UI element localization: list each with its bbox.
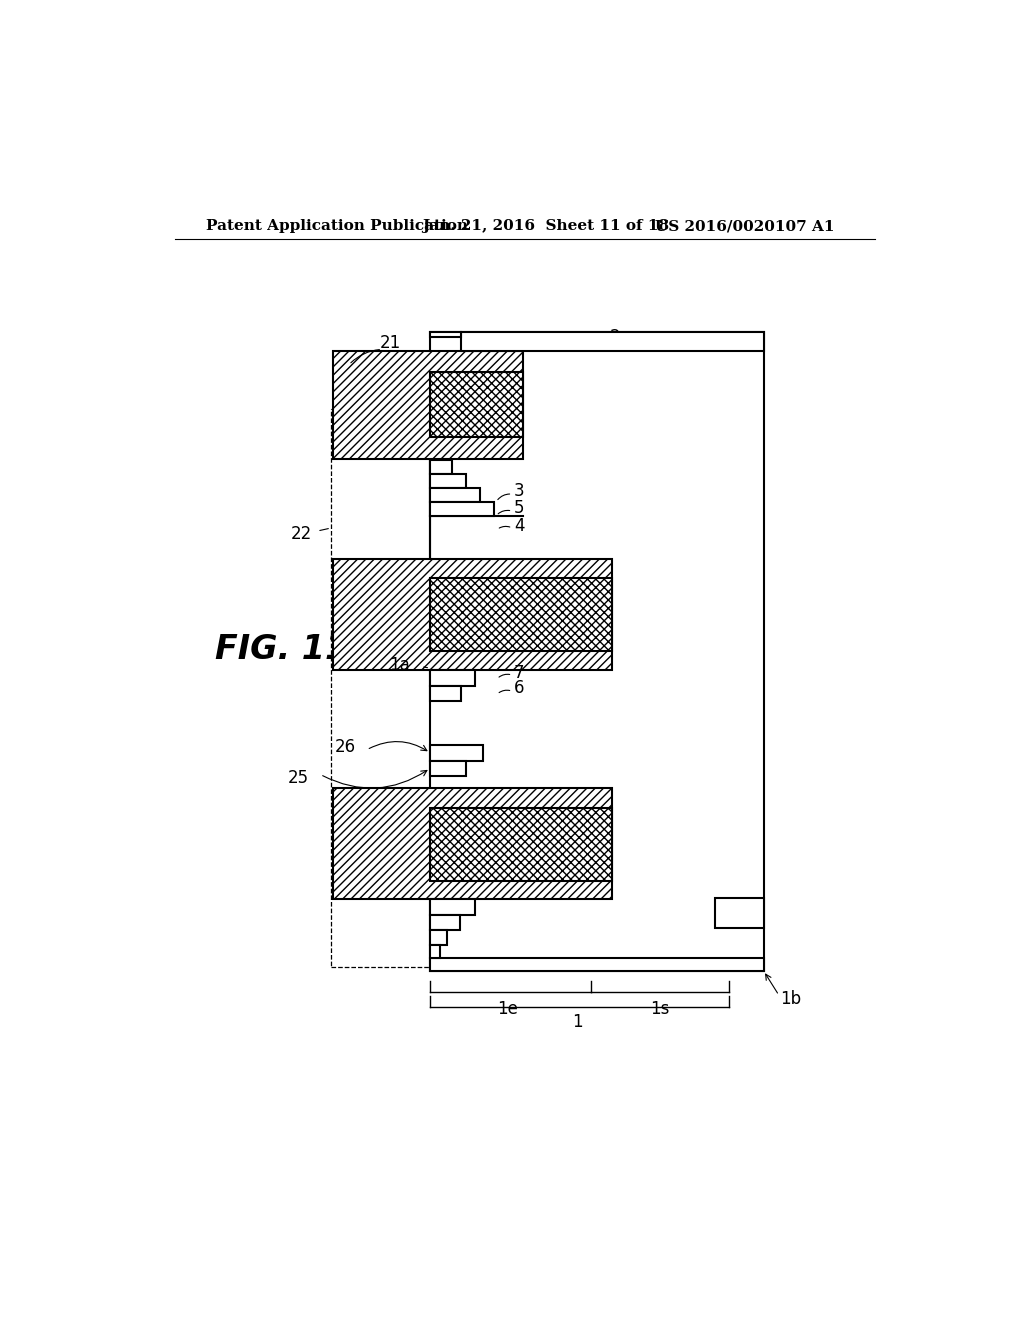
Text: 1e: 1e [498,1001,518,1018]
Text: 21: 21 [379,334,400,352]
Text: 1: 1 [572,1014,583,1031]
Bar [430,502,494,516]
Bar [430,686,461,701]
Text: US 2016/0020107 A1: US 2016/0020107 A1 [655,219,835,234]
Bar [430,372,523,437]
Text: 26: 26 [335,738,356,755]
Text: 4: 4 [514,517,524,536]
Bar [430,808,612,880]
Bar [331,409,455,966]
Text: 25: 25 [288,770,309,787]
Bar [430,899,475,915]
Text: Jan. 21, 2016  Sheet 11 of 18: Jan. 21, 2016 Sheet 11 of 18 [423,219,670,234]
Bar [430,461,452,474]
Bar [334,351,523,459]
Bar [430,474,466,488]
Text: 1a: 1a [389,656,410,675]
Bar [334,558,612,671]
Bar [430,488,480,502]
Text: 3: 3 [514,482,524,500]
Bar [430,929,447,945]
Text: 5: 5 [514,499,524,517]
Text: 2: 2 [610,329,621,346]
Bar [430,760,466,776]
Bar [334,788,612,899]
Bar [430,331,461,337]
Bar [430,958,764,970]
Bar [430,945,439,958]
Bar [430,671,475,686]
Text: 1b: 1b [780,990,802,1008]
Text: 1s: 1s [650,1001,670,1018]
Text: Patent Application Publication: Patent Application Publication [206,219,468,234]
Text: 7: 7 [514,664,524,681]
Bar [430,331,764,970]
Bar [430,578,612,651]
Bar [430,915,460,929]
Bar [716,898,764,928]
Bar [430,744,483,760]
Bar [461,331,764,351]
Text: 6: 6 [514,680,524,697]
Text: FIG. 11: FIG. 11 [215,634,348,667]
Text: 22: 22 [291,525,312,543]
